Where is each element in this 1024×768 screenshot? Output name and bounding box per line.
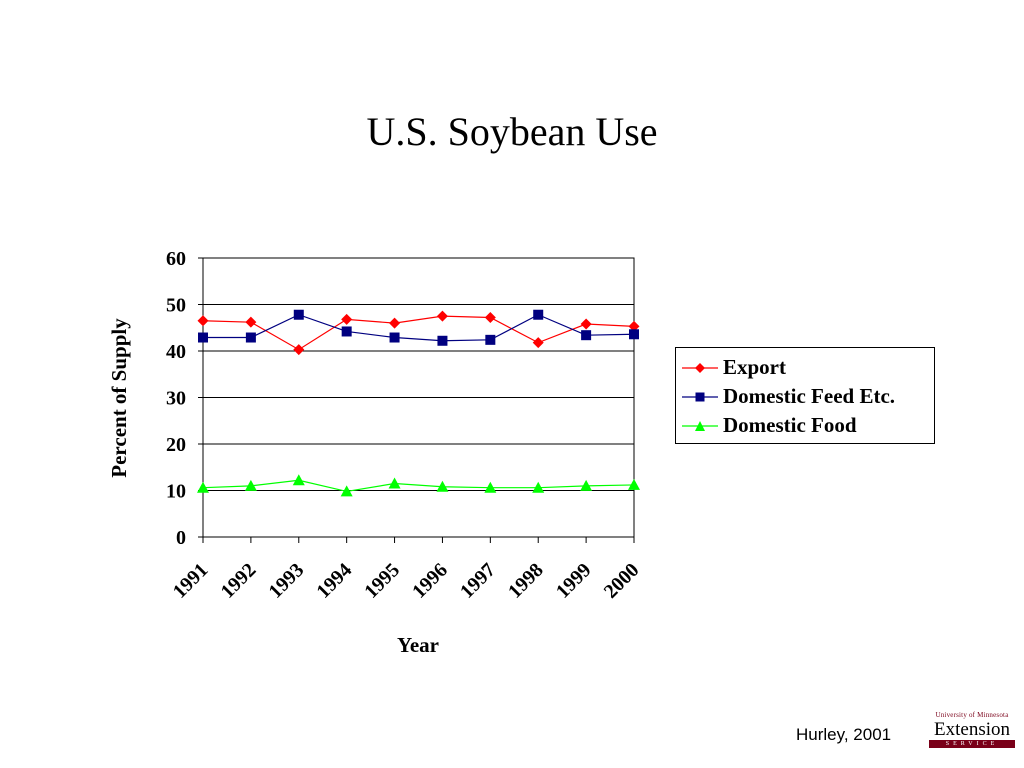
- data-point-square: [437, 335, 448, 346]
- chart-legend: Export Domestic Feed Etc. Domestic Food: [675, 347, 935, 444]
- legend-item-export: Export: [676, 353, 934, 382]
- legend-label-food: Domestic Food: [723, 413, 857, 437]
- data-point-diamond: [436, 310, 448, 322]
- legend-label-feed: Domestic Feed Etc.: [723, 384, 896, 408]
- x-tick-label: 1996: [408, 559, 452, 603]
- data-point-triangle: [292, 474, 305, 486]
- x-tick-label: 1994: [312, 559, 356, 603]
- x-tick-label: 1992: [217, 559, 261, 603]
- logo-university-text: University of Minnesota: [935, 711, 1009, 719]
- logo-service-text: SERVICE: [929, 740, 1015, 748]
- data-point-diamond: [389, 317, 401, 329]
- x-tick-label: 1995: [360, 559, 404, 603]
- data-point-square: [245, 332, 256, 343]
- data-point-diamond: [532, 337, 544, 349]
- data-point-square: [293, 309, 304, 320]
- data-point-square: [581, 330, 592, 341]
- data-point-diamond: [341, 313, 353, 325]
- x-tick-label: 2000: [600, 559, 644, 603]
- data-point-triangle: [340, 485, 353, 497]
- y-axis-title: Percent of Supply: [107, 318, 131, 478]
- y-tick-label: 40: [166, 341, 186, 363]
- x-tick-label: 1993: [264, 559, 308, 603]
- data-point-triangle: [388, 477, 401, 489]
- data-point-triangle: [436, 480, 449, 492]
- series-line-triangle: [202, 479, 635, 493]
- y-tick-label: 30: [166, 388, 186, 410]
- data-point-square: [485, 334, 496, 345]
- data-point-diamond: [580, 318, 592, 330]
- x-axis-title: Year: [397, 633, 439, 657]
- axes: [198, 257, 635, 543]
- data-point-triangle: [628, 478, 640, 490]
- slide-title: U.S. Soybean Use: [366, 109, 658, 154]
- data-point-square: [341, 326, 352, 337]
- x-tick-label: 1997: [456, 559, 500, 603]
- data-point-diamond: [197, 315, 209, 327]
- data-point-triangle: [532, 481, 545, 493]
- data-point-square: [389, 332, 400, 343]
- legend-label-export: Export: [723, 355, 786, 379]
- legend-item-food: Domestic Food: [676, 411, 934, 440]
- data-point-triangle: [197, 481, 209, 493]
- data-point-diamond: [484, 312, 496, 324]
- y-tick-label: 60: [166, 248, 186, 270]
- y-tick-label: 20: [166, 434, 186, 456]
- series: [197, 309, 640, 497]
- series-line-square: [203, 314, 635, 342]
- legend-item-feed: Domestic Feed Etc.: [676, 382, 934, 411]
- data-point-diamond: [245, 316, 257, 328]
- y-tick-label: 0: [176, 527, 186, 549]
- data-point-diamond: [628, 320, 640, 332]
- logo-extension-text: Extension: [934, 719, 1010, 740]
- data-point-triangle: [244, 479, 257, 491]
- data-point-triangle: [484, 481, 497, 493]
- extension-logo: University of Minnesota Extension SERVIC…: [929, 711, 1015, 751]
- data-point-square: [533, 309, 544, 320]
- x-tick-label: 1999: [552, 559, 596, 603]
- series-line-diamond: [202, 315, 635, 351]
- data-point-square: [629, 329, 639, 340]
- x-tick-label: 1998: [504, 559, 548, 603]
- data-point-triangle: [580, 479, 593, 491]
- y-tick-label: 50: [166, 295, 186, 317]
- y-tick-label: 10: [166, 481, 186, 503]
- x-tick-label: 1991: [169, 559, 213, 603]
- legend-swatch-export: [682, 362, 718, 373]
- data-point-square: [198, 332, 208, 343]
- legend-swatch-food: [682, 420, 718, 431]
- data-point-diamond: [293, 344, 305, 356]
- legend-swatch-feed: [682, 392, 718, 401]
- credit-text: Hurley, 2001: [796, 725, 892, 744]
- y-tick-labels: 0 10 20 30 40 50 60: [166, 248, 186, 549]
- gridlines: [203, 257, 634, 491]
- x-tick-labels: 1991 1992 1993 1994 1995 1996 1997 1998 1999 2000: [169, 559, 644, 603]
